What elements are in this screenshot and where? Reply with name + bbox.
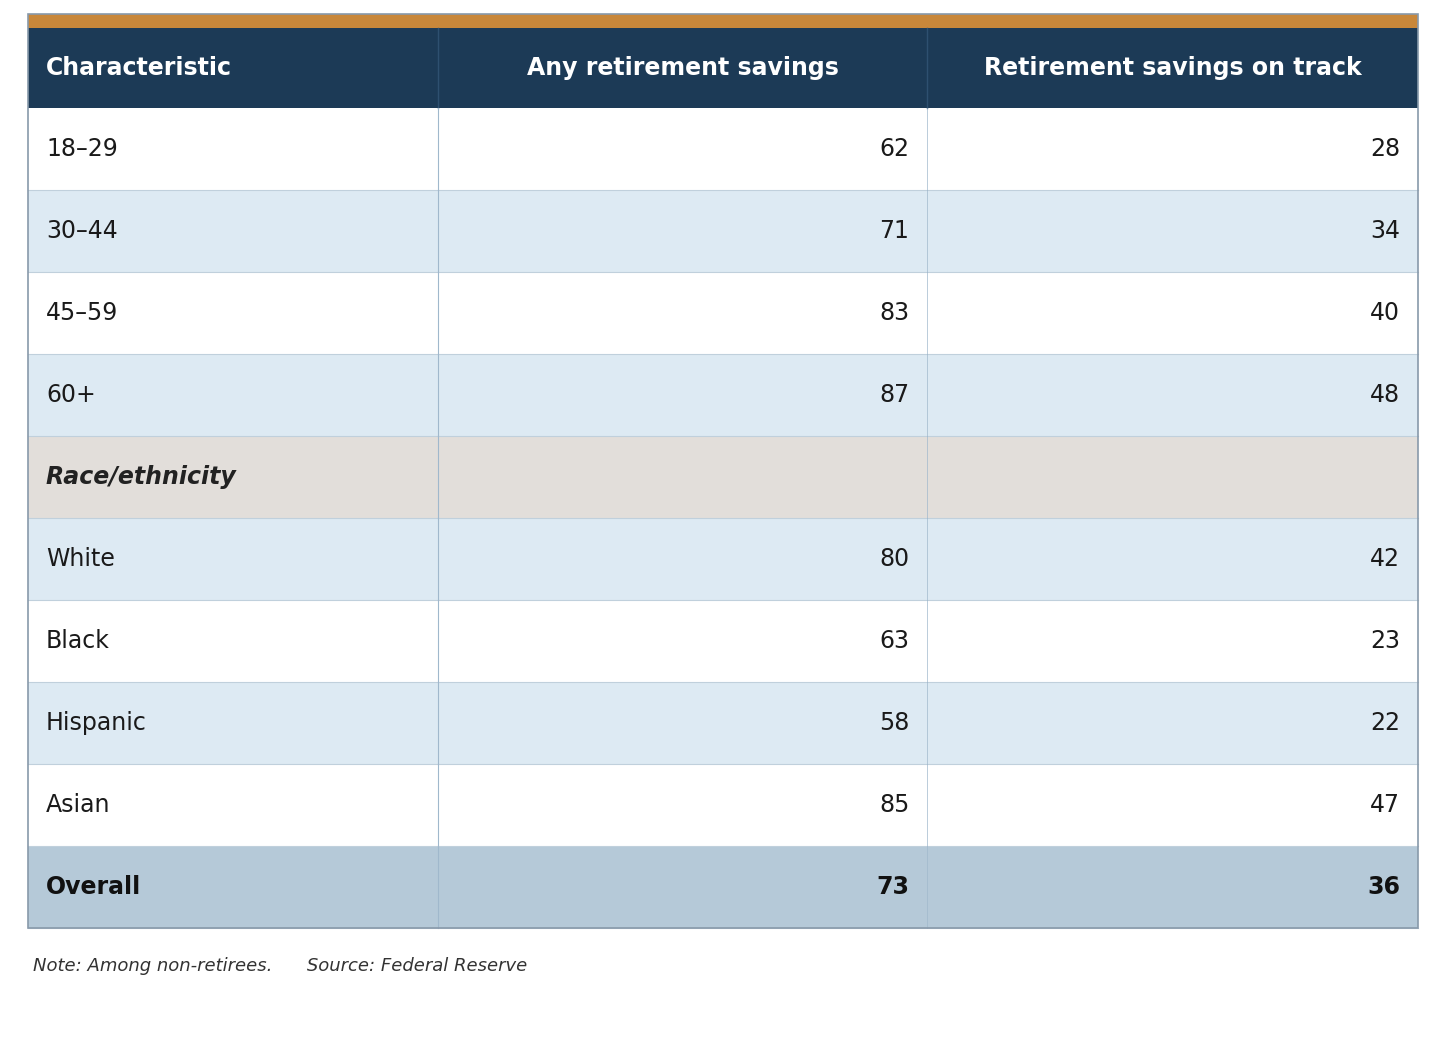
Text: 83: 83 — [880, 301, 910, 326]
Text: 22: 22 — [1370, 711, 1400, 735]
Text: 85: 85 — [880, 793, 910, 817]
Bar — [27, 436, 1417, 518]
Text: 18–29: 18–29 — [46, 136, 118, 161]
Text: 28: 28 — [1370, 136, 1400, 161]
Bar — [27, 354, 1417, 436]
Bar — [27, 14, 1417, 28]
Text: 73: 73 — [877, 875, 910, 899]
Text: 23: 23 — [1370, 629, 1400, 653]
Text: White: White — [46, 547, 115, 571]
Text: 60+: 60+ — [46, 383, 95, 407]
Bar — [27, 28, 1417, 108]
Text: Black: Black — [46, 629, 110, 653]
Text: 45–59: 45–59 — [46, 301, 118, 326]
Text: Hispanic: Hispanic — [46, 711, 147, 735]
Bar — [27, 190, 1417, 272]
Text: Characteristic: Characteristic — [46, 56, 232, 80]
Text: Overall: Overall — [46, 875, 141, 899]
Text: 80: 80 — [880, 547, 910, 571]
Text: 87: 87 — [880, 383, 910, 407]
Text: 62: 62 — [880, 136, 910, 161]
Text: 58: 58 — [880, 711, 910, 735]
Bar — [27, 682, 1417, 764]
Text: 42: 42 — [1370, 547, 1400, 571]
Bar — [27, 600, 1417, 682]
Bar — [27, 272, 1417, 354]
Text: 71: 71 — [880, 219, 910, 243]
Text: Any retirement savings: Any retirement savings — [526, 56, 839, 80]
Bar — [27, 518, 1417, 600]
Text: 34: 34 — [1370, 219, 1400, 243]
Bar — [27, 846, 1417, 928]
Bar — [27, 14, 1417, 928]
Text: 30–44: 30–44 — [46, 219, 118, 243]
Text: 40: 40 — [1370, 301, 1400, 326]
Text: Race/ethnicity: Race/ethnicity — [46, 465, 236, 489]
Text: Note: Among non-retirees.      Source: Federal Reserve: Note: Among non-retirees. Source: Federa… — [33, 957, 528, 975]
Text: 48: 48 — [1370, 383, 1400, 407]
Text: 47: 47 — [1370, 793, 1400, 817]
Text: Asian: Asian — [46, 793, 111, 817]
Text: 36: 36 — [1367, 875, 1400, 899]
Bar — [27, 108, 1417, 190]
Text: 63: 63 — [880, 629, 910, 653]
Text: Retirement savings on track: Retirement savings on track — [983, 56, 1361, 80]
Bar — [27, 764, 1417, 846]
